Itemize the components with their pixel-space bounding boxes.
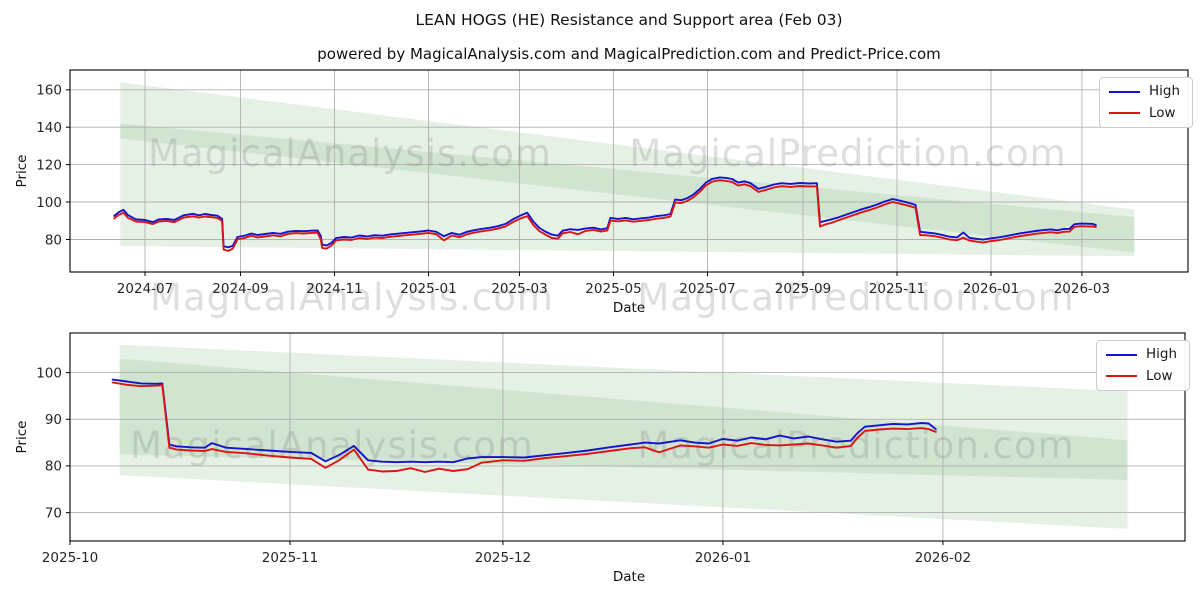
high-line-swatch — [1106, 353, 1137, 356]
legend-label-low: Low — [1149, 104, 1176, 121]
x-tick-label: 2024-09 — [212, 281, 268, 297]
low-line — [113, 179, 1097, 252]
chart-title: LEAN HOGS (HE) Resistance and Support ar… — [415, 11, 843, 29]
watermark-text: MagicalPrediction.com — [637, 424, 1074, 467]
x-tick-label: 2025-11 — [869, 281, 925, 297]
watermark-text: MagicalAnalysis.com — [150, 276, 554, 319]
support-resistance-band — [119, 358, 1128, 529]
chart-subtitle: powered by MagicalAnalysis.com and Magic… — [317, 45, 941, 63]
x-tick-label: 2024-11 — [306, 281, 362, 297]
x-tick-label: 2025-03 — [491, 281, 547, 297]
x-axis-label-bottom: Date — [612, 569, 646, 585]
x-tick-label: 2025-10 — [42, 550, 98, 566]
y-tick-label: 160 — [36, 83, 62, 99]
plot-border — [69, 69, 1189, 273]
legend-item-high: High — [1106, 346, 1178, 362]
watermark-text: MagicalPrediction.com — [629, 132, 1066, 175]
support-resistance-band — [119, 344, 1128, 480]
watermark-text: MagicalAnalysis.com — [130, 424, 534, 467]
y-tick-label: 80 — [45, 459, 62, 475]
y-tick-label: 80 — [45, 232, 62, 248]
legend-bottom: High Low — [1096, 340, 1191, 391]
x-tick-label: 2024-07 — [117, 281, 173, 297]
x-tick-label: 2025-11 — [262, 550, 318, 566]
legend-item-high: High — [1109, 83, 1181, 99]
y-tick-label: 100 — [36, 195, 62, 211]
watermark-text: MagicalAnalysis.com — [148, 132, 552, 175]
y-tick-label: 70 — [45, 505, 62, 521]
y-tick-label: 140 — [36, 120, 62, 136]
y-tick-label: 100 — [36, 365, 62, 381]
x-axis-label-top: Date — [612, 300, 646, 316]
x-tick-label: 2025-07 — [679, 281, 735, 297]
support-resistance-band — [120, 82, 1135, 257]
x-tick-label: 2026-01 — [695, 550, 751, 566]
low-line-swatch — [1106, 375, 1137, 378]
x-tick-label: 2026-01 — [963, 281, 1019, 297]
legend-label-low: Low — [1146, 367, 1173, 384]
x-tick-label: 2025-12 — [475, 550, 531, 566]
legend-label-high: High — [1146, 346, 1178, 362]
support-resistance-band — [120, 123, 1135, 253]
x-tick-label: 2026-02 — [915, 550, 971, 566]
high-line-swatch — [1109, 90, 1140, 93]
y-axis-label-top: Price — [14, 154, 30, 188]
x-tick-label: 2025-05 — [585, 281, 641, 297]
high-line — [113, 176, 1097, 249]
legend-item-low: Low — [1109, 104, 1180, 121]
x-tick-label: 2025-01 — [400, 281, 456, 297]
watermark-text: MagicalPrediction.com — [637, 276, 1074, 319]
y-tick-label: 90 — [45, 412, 62, 428]
low-line-swatch — [1109, 112, 1140, 115]
low-line — [111, 381, 937, 473]
y-tick-label: 120 — [36, 157, 62, 173]
legend-label-high: High — [1149, 83, 1181, 99]
plot-border — [69, 332, 1186, 542]
x-tick-label: 2025-09 — [775, 281, 831, 297]
legend-item-low: Low — [1106, 367, 1177, 384]
high-line — [111, 378, 937, 464]
legend-top: High Low — [1099, 77, 1194, 128]
x-tick-label: 2026-03 — [1054, 281, 1110, 297]
y-axis-label-bottom: Price — [14, 420, 30, 454]
